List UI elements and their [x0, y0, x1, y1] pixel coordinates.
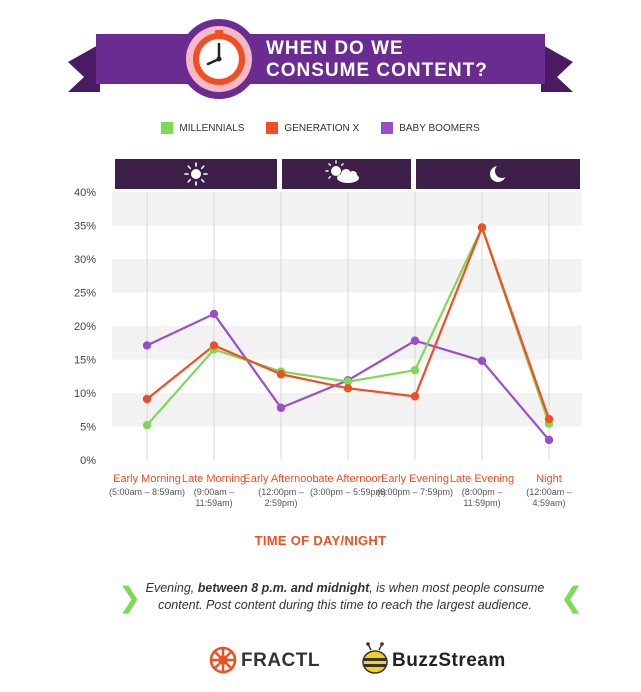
- clock-icon: [193, 30, 245, 85]
- legend-label-millennials: MILLENNIALS: [179, 122, 245, 134]
- data-point-generation-x: [276, 370, 286, 379]
- data-point-millennials: [142, 420, 152, 430]
- x-tick-label-sub: (12:00am – 4:59am): [526, 487, 572, 508]
- y-tick-label: 10%: [74, 388, 96, 400]
- page-title: WHEN DO WE CONSUME CONTENT?: [266, 38, 526, 82]
- buzzstream-logo-icon: [362, 642, 388, 674]
- x-tick-label-main: Early Evening: [381, 473, 449, 485]
- series-points: [142, 223, 554, 445]
- legend-swatch-generation-x: [266, 122, 279, 134]
- x-gridlines: [146, 192, 550, 460]
- y-tick-label: 30%: [74, 254, 96, 266]
- legend-item-baby-boomers: BABY BOOMERS: [381, 122, 480, 134]
- x-tick-label-sub: (8:00pm – 11:59pm): [461, 487, 503, 508]
- data-point-baby-boomers: [477, 356, 487, 366]
- x-axis-title: TIME OF DAY/NIGHT: [254, 533, 387, 548]
- x-tick-label: Late Evening (8:00pm – 11:59pm): [442, 473, 522, 509]
- period-header: [115, 159, 580, 189]
- buzzstream-logo-text: BuzzStream: [392, 650, 506, 671]
- x-tick-label: Early Evening (6:00pm – 7:59pm): [375, 473, 455, 498]
- x-tick-label-main: Early Afternoon: [243, 473, 319, 485]
- data-point-baby-boomers: [276, 403, 286, 412]
- x-tick-label-sub: (12:00pm – 2:59pm): [258, 487, 304, 508]
- chevron-left-icon: ❮: [560, 582, 584, 613]
- legend-swatch-baby-boomers: [381, 122, 394, 134]
- x-tick-label-main: Late Afternoon: [312, 473, 384, 485]
- x-tick-label-sub: (6:00pm – 7:59pm): [376, 487, 454, 497]
- legend-label-baby-boomers: BABY BOOMERS: [399, 122, 480, 134]
- callout-bold: between 8 p.m. and midnight: [197, 581, 370, 595]
- fractl-logo-icon: [209, 646, 237, 674]
- y-axis-ticks: 0% 5% 10% 15% 20% 25% 30% 35% 40%: [74, 187, 96, 467]
- x-tick-label-main: Late Evening: [449, 473, 515, 485]
- callout-pre: Evening,: [145, 581, 198, 595]
- data-point-generation-x: [343, 384, 353, 393]
- legend-item-generation-x: GENERATION X: [266, 122, 359, 134]
- legend-label-generation-x: GENERATION X: [284, 122, 360, 134]
- y-tick-label: 35%: [74, 221, 96, 233]
- data-point-baby-boomers: [544, 435, 554, 445]
- data-point-baby-boomers: [410, 336, 420, 345]
- fractl-logo-text: FRACTL: [241, 650, 320, 671]
- callout-text: Evening, between 8 p.m. and midnight, is…: [140, 580, 550, 614]
- x-tick-label-main: Early Morning: [113, 473, 181, 485]
- y-tick-label: 5%: [80, 422, 96, 434]
- data-point-baby-boomers: [209, 309, 219, 319]
- chevron-right-icon: ❯: [118, 582, 142, 613]
- title-line-2: CONSUME CONTENT?: [266, 60, 488, 81]
- data-point-generation-x: [410, 392, 420, 401]
- data-point-generation-x: [544, 414, 554, 424]
- title-line-1: WHEN DO WE: [266, 38, 404, 59]
- y-tick-label: 0%: [80, 455, 96, 467]
- legend-swatch-millennials: [161, 122, 174, 134]
- y-tick-label: 15%: [74, 355, 96, 367]
- grid-band: [112, 192, 582, 226]
- header-banner: [68, 19, 573, 99]
- data-point-baby-boomers: [142, 341, 152, 350]
- x-tick-label-sub: (3:00pm – 5:59pm): [309, 487, 387, 497]
- data-point-millennials: [343, 377, 353, 386]
- legend-item-millennials: MILLENNIALS: [161, 122, 244, 134]
- y-tick-label: 40%: [74, 187, 96, 199]
- data-point-generation-x: [477, 223, 487, 232]
- grid-band: [112, 326, 582, 360]
- x-tick-label: Early Afternoon (12:00pm – 2:59pm): [241, 473, 321, 509]
- x-tick-label-sub: (5:00am – 8:59am): [108, 487, 186, 497]
- x-tick-label: Late Afternoon (3:00pm – 5:59pm): [308, 473, 388, 498]
- data-point-generation-x: [142, 394, 152, 404]
- y-tick-label: 20%: [74, 321, 96, 333]
- grid-band: [112, 259, 582, 293]
- grid-band: [112, 393, 582, 427]
- moon-icon: [490, 164, 509, 182]
- callout-post: , is when most people consume content. P…: [158, 581, 545, 612]
- data-point-generation-x: [209, 341, 219, 350]
- y-tick-label: 25%: [74, 288, 96, 300]
- x-tick-label: Night (12:00am – 4:59am): [509, 473, 589, 509]
- x-tick-label-sub: (9:00am – 11:59am): [193, 487, 235, 508]
- line-chart: 0% 5% 10% 15% 20% 25% 30% 35% 40%: [74, 159, 582, 467]
- sun-cloud-icon: [325, 160, 359, 183]
- chart-legend: MILLENNIALS GENERATION X BABY BOOMERS: [0, 122, 641, 134]
- x-tick-label: Late Morning (9:00am – 11:59am): [174, 473, 254, 509]
- data-point-millennials: [410, 366, 420, 375]
- x-tick-label: Early Morning (5:00am – 8:59am): [107, 473, 187, 498]
- sun-icon: [184, 162, 208, 186]
- x-tick-label-main: Night: [536, 473, 562, 485]
- x-tick-label-main: Late Morning: [181, 473, 247, 485]
